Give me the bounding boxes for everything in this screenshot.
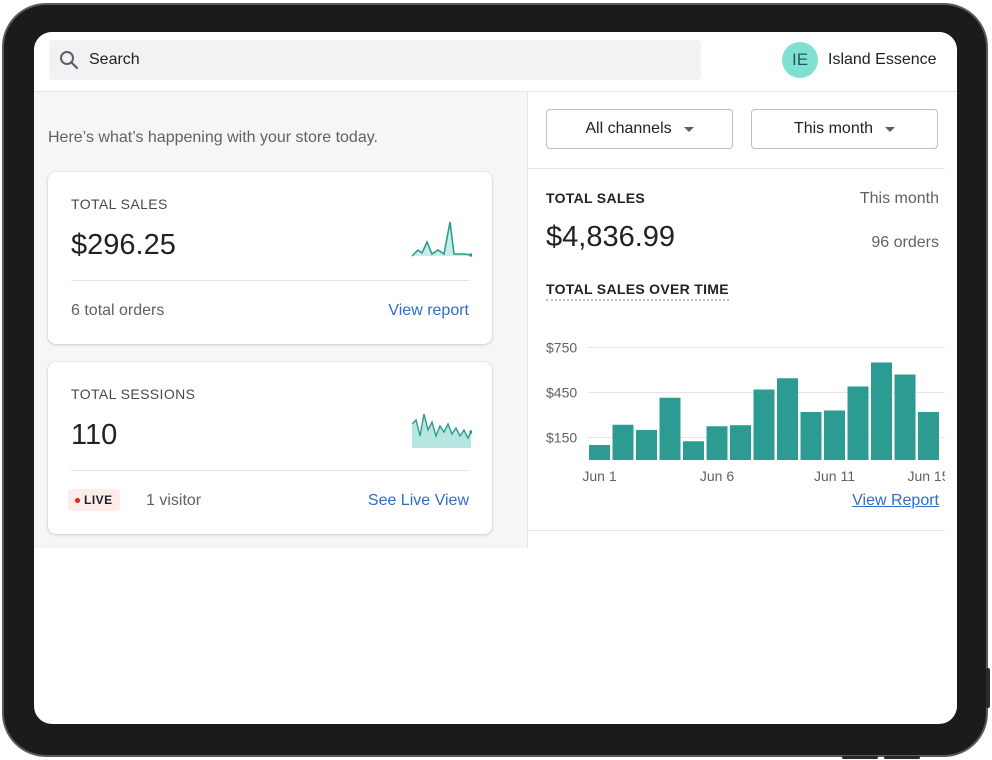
card-label: TOTAL SALES	[71, 196, 168, 212]
search-bar[interactable]	[49, 40, 701, 80]
card-divider	[71, 470, 469, 471]
summary-orders: 96 orders	[871, 234, 939, 251]
search-input[interactable]	[89, 40, 689, 80]
card-divider	[71, 280, 469, 281]
total-sales-card: TOTAL SALES $296.25 6 total orders View …	[48, 172, 492, 344]
channels-dropdown-label: All channels	[585, 120, 672, 137]
tablet-volume-button	[884, 756, 920, 759]
chart-bar[interactable]	[612, 424, 634, 460]
section-divider	[528, 168, 945, 169]
sales-over-time-chart: $750 $450 $150 Jun 1 Jun 6 Jun 11 Jun 15	[546, 340, 945, 482]
chart-bar[interactable]	[730, 425, 751, 460]
top-bar: IE Island Essence	[34, 32, 957, 92]
sessions-sparkline-icon	[412, 413, 472, 448]
card-label: TOTAL SESSIONS	[71, 386, 196, 402]
store-name: Island Essence	[828, 51, 937, 68]
greeting-text: Here’s what’s happening with your store …	[48, 129, 378, 146]
chart-title[interactable]: TOTAL SALES OVER TIME	[546, 281, 729, 301]
section-divider	[528, 530, 945, 531]
y-tick-label: $450	[546, 385, 577, 401]
sales-sparkline-icon	[412, 221, 472, 257]
home-left-pane: Here’s what’s happening with your store …	[34, 92, 528, 548]
see-live-view-link[interactable]: See Live View	[367, 492, 469, 509]
search-icon	[60, 51, 79, 70]
tablet-side-button	[986, 668, 990, 708]
view-report-link[interactable]: View Report	[852, 492, 939, 509]
live-badge-label: LIVE	[84, 493, 113, 507]
chart-bar[interactable]	[636, 430, 657, 460]
x-tick-label: Jun 15	[907, 468, 945, 482]
chart-bar[interactable]	[894, 374, 916, 461]
chart-bar[interactable]	[706, 426, 728, 460]
x-tick-label: Jun 6	[700, 468, 734, 482]
channels-dropdown[interactable]: All channels	[546, 109, 733, 149]
view-report-link[interactable]: View report	[388, 302, 469, 319]
avatar: IE	[782, 42, 818, 78]
store-menu[interactable]: IE Island Essence	[782, 42, 937, 78]
chart-bar[interactable]	[800, 412, 822, 460]
chart-bar[interactable]	[871, 362, 892, 461]
sales-summary-pane: All channels This month TOTAL SALES This…	[528, 92, 945, 532]
chart-bar[interactable]	[659, 397, 681, 460]
live-dot-icon	[75, 497, 80, 503]
chart-bar[interactable]	[753, 389, 775, 461]
period-dropdown-label: This month	[793, 120, 874, 137]
chart-bar[interactable]	[777, 378, 798, 460]
summary-total-sales: $4,836.99	[546, 221, 676, 253]
x-tick-label: Jun 1	[582, 468, 616, 482]
summary-label: TOTAL SALES	[546, 190, 645, 206]
total-sessions-card: TOTAL SESSIONS 110 LIVE 1 visitor See Li…	[48, 362, 492, 534]
chevron-down-icon	[683, 126, 694, 132]
period-dropdown[interactable]: This month	[751, 109, 938, 149]
live-badge: LIVE	[68, 489, 120, 511]
chart-bar[interactable]	[824, 410, 845, 461]
chevron-down-icon	[885, 126, 896, 132]
orders-count: 6 total orders	[71, 302, 165, 319]
x-tick-label: Jun 11	[814, 468, 855, 482]
chart-bar[interactable]	[589, 445, 610, 460]
y-tick-label: $150	[546, 430, 577, 446]
summary-period: This month	[859, 190, 939, 207]
tablet-volume-button	[842, 756, 878, 759]
total-sessions-value: 110	[71, 419, 118, 451]
total-sales-value: $296.25	[71, 229, 176, 261]
chart-bar[interactable]	[918, 412, 939, 460]
chart-bar[interactable]	[683, 441, 704, 460]
y-tick-label: $750	[546, 340, 577, 356]
chart-bar[interactable]	[847, 386, 869, 461]
visitor-count: 1 visitor	[146, 492, 202, 509]
tablet-screen: IE Island Essence Here’s what’s happenin…	[34, 32, 957, 724]
